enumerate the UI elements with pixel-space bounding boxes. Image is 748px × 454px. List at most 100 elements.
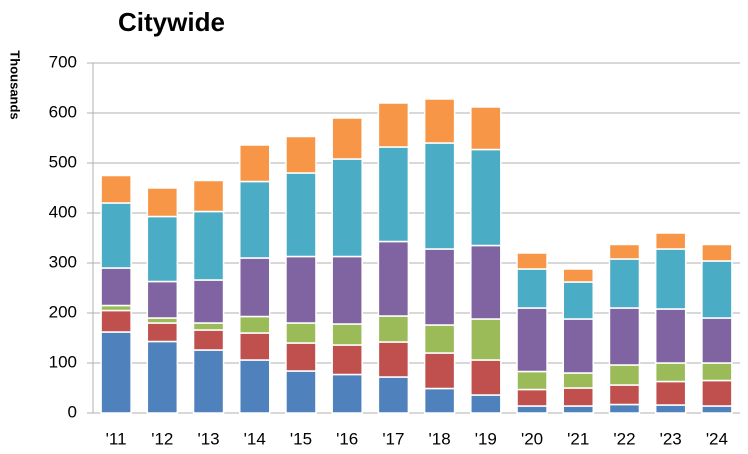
bar-segment [285,172,317,258]
bar-segment [331,373,363,414]
y-tick-label: 100 [49,352,77,371]
bar-segment [701,260,733,319]
bar-segment [285,370,317,414]
bar-segment [331,344,363,376]
bar-segment [146,215,179,283]
bar-segment [654,362,687,383]
bar-segment [516,307,548,373]
x-tick-label: '14 [244,429,266,448]
bar-segment [608,364,641,386]
y-tick-label: 500 [49,152,77,171]
bar-segment [285,342,317,372]
x-tick-label: '16 [336,429,358,448]
bar-segment [239,257,271,318]
bar-segment [654,404,687,414]
x-tick-label: '20 [521,429,543,448]
bar-segment [562,318,594,374]
x-tick-label: '17 [382,429,404,448]
bar-segment [239,315,271,334]
x-tick-label: '21 [567,429,589,448]
x-tick-label: '23 [660,429,682,448]
bar-segment [192,179,225,213]
bar-segment [423,387,456,414]
y-tick-label: 0 [68,402,77,421]
chart-title: Citywide [118,7,225,37]
bar-segment [100,331,132,414]
bar-segment [285,322,317,344]
bar-segment [608,384,641,406]
bar-segment [331,255,363,325]
bar-segment [192,279,225,324]
bar-segment [562,268,594,283]
bar-segment [701,405,733,414]
bar-segment [377,376,410,414]
bar-segment [423,98,456,144]
bar-segment [654,248,687,310]
bar-segment [192,210,225,281]
bar-segment [239,359,271,414]
bar-segment [239,144,271,183]
bar-segment [377,315,410,343]
bar-segment [100,202,132,269]
bar-segment [701,362,733,382]
bar-segment [331,117,363,160]
x-tick-label: '24 [706,429,728,448]
bar-segment [423,352,456,390]
bar-segment [516,388,548,407]
bar-segment [701,243,733,262]
bar-segment [608,243,641,260]
bar-segment [285,135,317,174]
bar-segment [331,323,363,346]
bar-segment [654,380,687,406]
bar-segment [100,309,132,333]
bar-segment [470,244,502,320]
x-tick-label: '19 [475,429,497,448]
x-tick-label: '13 [197,429,219,448]
x-tick-label: '11 [106,429,127,448]
bar-segment [470,359,502,396]
bar-segment [146,280,179,319]
bar-segment [146,340,179,414]
bar-segment [100,174,132,204]
bar-segment [239,332,271,361]
bar-segment [470,148,502,247]
bar-segment [516,370,548,391]
bar-segment [285,255,317,324]
bar-segment [608,307,641,366]
y-tick-label: 700 [49,52,77,71]
bar-segment [516,405,548,414]
bar-segment [423,248,456,326]
bar-segment [470,394,502,414]
bar-segment [377,240,410,317]
x-tick-label: '12 [151,429,173,448]
bar-segment [377,341,410,378]
bar-segment [562,281,594,320]
bar-segment [701,317,733,364]
bar-segment [146,187,179,218]
y-tick-label: 200 [49,302,77,321]
bar-segment [470,318,502,361]
x-tick-label: '18 [429,429,451,448]
y-tick-label: 600 [49,102,77,121]
bar-segment [654,232,687,250]
bar-segment [516,252,548,270]
bar-segment [608,403,641,414]
bar-segment [701,379,733,407]
bar-segment [562,405,594,414]
bar-segment [562,372,594,389]
y-axis-label: Thousands [8,50,23,119]
bar-segment [100,267,132,307]
bar-segment [239,180,271,259]
bar-segment [192,322,225,331]
bar-segment [423,142,456,250]
bar-segment [377,102,410,148]
bar-segment [654,308,687,364]
bar-segment [470,106,502,151]
bar-segment [192,349,225,414]
x-tick-label: '22 [613,429,635,448]
bar-segment [608,258,641,309]
bar-segment [562,387,594,407]
y-tick-label: 300 [49,252,77,271]
bar-segment [146,322,179,343]
